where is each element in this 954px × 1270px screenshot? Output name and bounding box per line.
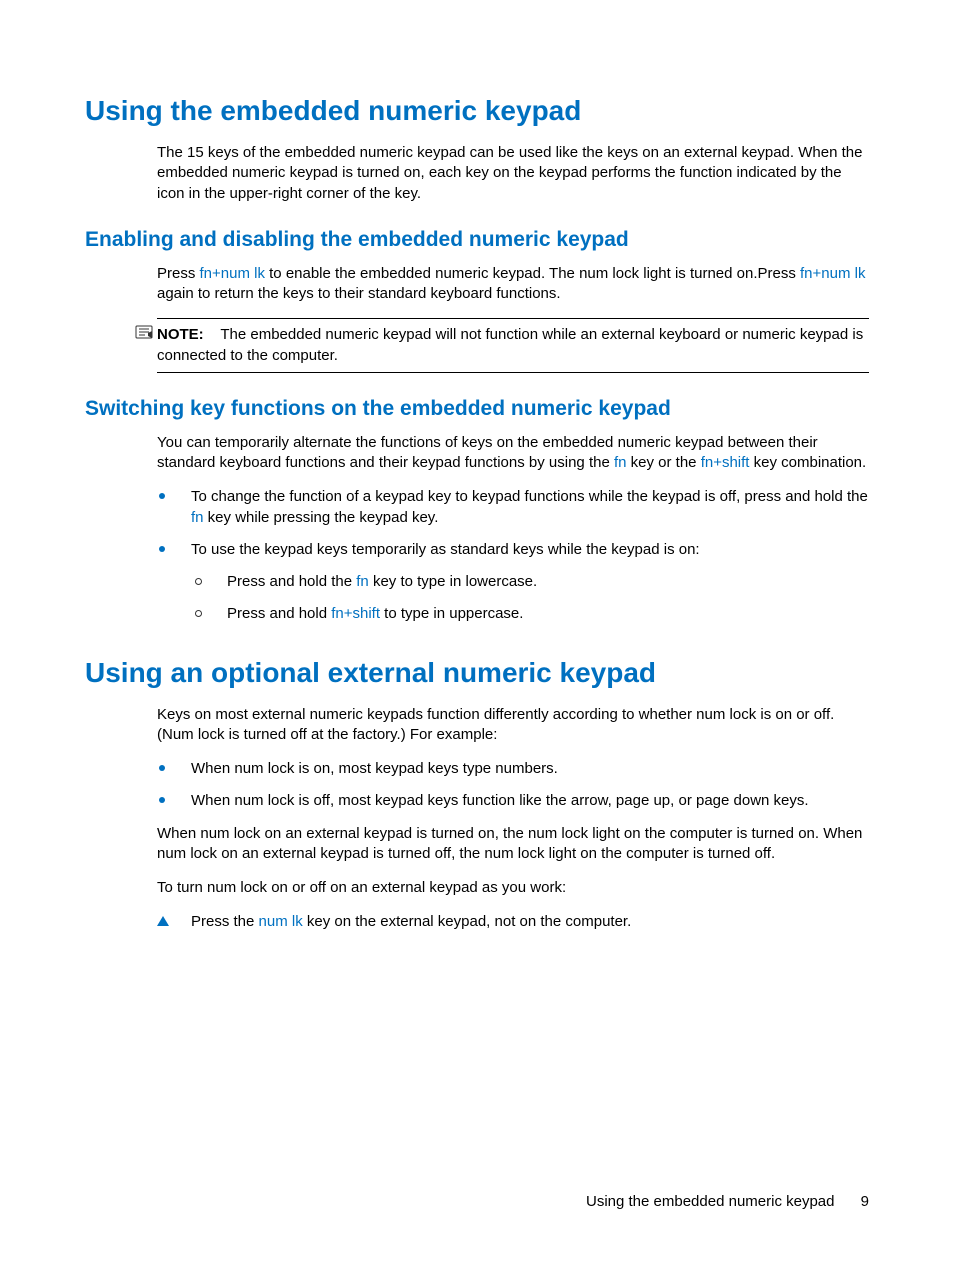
triangle-list-item: Press the num lk key on the external key… [157, 912, 869, 932]
text-fragment: Press the [191, 913, 259, 930]
text-fragment: key on the external keypad, not on the c… [303, 913, 632, 930]
text-fragment: key while pressing the keypad key. [204, 509, 439, 526]
external-paragraph-2: When num lock on an external keypad is t… [157, 824, 869, 865]
text-fragment: key or the [626, 454, 700, 471]
list-item: To use the keypad keys temporarily as st… [157, 540, 869, 625]
external-bullet-list: When num lock is on, most keypad keys ty… [157, 759, 869, 812]
switching-paragraph: You can temporarily alternate the functi… [157, 433, 869, 474]
key-combo-fn-numlk: fn+num lk [800, 265, 865, 282]
enable-paragraph: Press fn+num lk to enable the embedded n… [157, 264, 869, 305]
key-combo-fn-numlk: fn+num lk [200, 265, 265, 282]
page-number: 9 [861, 1193, 869, 1210]
text-fragment: to enable the embedded numeric keypad. T… [265, 265, 800, 282]
key-combo-fn: fn [614, 454, 627, 471]
note-text: The embedded numeric keypad will not fun… [157, 326, 863, 363]
heading-2-enabling: Enabling and disabling the embedded nume… [85, 228, 869, 252]
text-fragment: Press [157, 265, 200, 282]
document-page: Using the embedded numeric keypad The 15… [0, 0, 954, 993]
key-combo-fn: fn [191, 509, 204, 526]
text-fragment: To use the keypad keys temporarily as st… [191, 541, 700, 558]
intro-paragraph: The 15 keys of the embedded numeric keyp… [157, 143, 869, 204]
external-paragraph-1: Keys on most external numeric keypads fu… [157, 705, 869, 746]
footer-title: Using the embedded numeric keypad [586, 1193, 834, 1210]
key-combo-fn-shift: fn+shift [701, 454, 750, 471]
text-fragment: Press and hold the [227, 573, 356, 590]
page-footer: Using the embedded numeric keypad 9 [586, 1193, 869, 1210]
sub-list: Press and hold the fn key to type in low… [191, 572, 869, 625]
heading-2-switching: Switching key functions on the embedded … [85, 397, 869, 421]
text-fragment: key combination. [749, 454, 866, 471]
sub-list-item: Press and hold the fn key to type in low… [191, 572, 869, 592]
text-fragment: to type in uppercase. [380, 605, 523, 622]
key-combo-fn-shift: fn+shift [331, 605, 380, 622]
list-item: To change the function of a keypad key t… [157, 487, 869, 528]
key-combo-numlk: num lk [259, 913, 303, 930]
note-label: NOTE: [157, 326, 204, 343]
external-paragraph-3: To turn num lock on or off on an externa… [157, 878, 869, 898]
switching-bullet-list: To change the function of a keypad key t… [157, 487, 869, 624]
text-fragment: Press and hold [227, 605, 331, 622]
list-item: When num lock is on, most keypad keys ty… [157, 759, 869, 779]
note-icon [135, 325, 153, 339]
text-fragment: again to return the keys to their standa… [157, 285, 561, 302]
key-combo-fn: fn [356, 573, 369, 590]
note-text [208, 326, 221, 343]
sub-list-item: Press and hold fn+shift to type in upper… [191, 604, 869, 624]
list-item: When num lock is off, most keypad keys f… [157, 791, 869, 811]
heading-1-embedded-keypad: Using the embedded numeric keypad [85, 95, 869, 127]
text-fragment: key to type in lowercase. [369, 573, 537, 590]
heading-1-external-keypad: Using an optional external numeric keypa… [85, 657, 869, 689]
note-block: NOTE: The embedded numeric keypad will n… [157, 318, 869, 373]
text-fragment: To change the function of a keypad key t… [191, 488, 868, 505]
